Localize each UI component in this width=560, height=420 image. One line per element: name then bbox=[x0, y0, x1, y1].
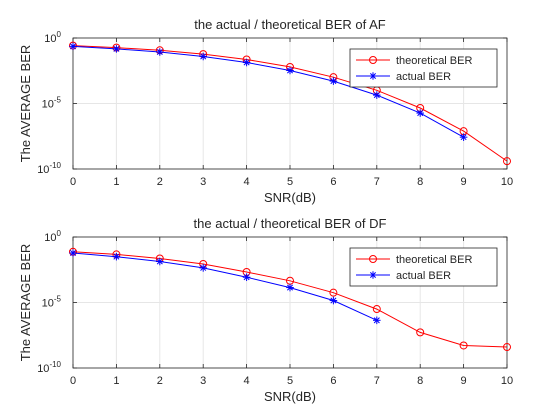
asterisk-stroke bbox=[330, 78, 337, 85]
series-actual-ber bbox=[69, 42, 468, 141]
asterisk-stroke bbox=[200, 53, 207, 60]
y-tick-label: 10-10 bbox=[37, 161, 61, 176]
asterisk-stroke bbox=[369, 72, 377, 80]
x-axis-label: SNR(dB) bbox=[264, 389, 316, 404]
asterisk-stroke bbox=[460, 134, 467, 141]
legend-label: theoretical BER bbox=[396, 254, 472, 266]
data-point bbox=[329, 288, 338, 297]
data-point bbox=[329, 77, 338, 85]
data-point bbox=[286, 283, 294, 292]
asterisk-stroke bbox=[373, 317, 380, 324]
data-point bbox=[69, 249, 77, 257]
data-point bbox=[372, 305, 381, 314]
asterisk-stroke bbox=[113, 253, 120, 260]
data-point bbox=[416, 328, 425, 337]
data-point bbox=[459, 133, 468, 141]
asterisk-stroke bbox=[369, 271, 377, 279]
y-axis-label: The AVERAGE BER bbox=[18, 45, 33, 163]
asterisk-stroke bbox=[156, 49, 163, 56]
data-point bbox=[459, 341, 468, 350]
legend-box bbox=[349, 48, 498, 88]
data-point bbox=[242, 273, 251, 282]
asterisk-stroke bbox=[69, 43, 77, 50]
data-point bbox=[286, 66, 294, 75]
x-axis-label: SNR(dB) bbox=[264, 190, 316, 205]
x-tick-label: 1 bbox=[113, 375, 119, 387]
legend: theoretical BER actual BER bbox=[349, 247, 498, 287]
data-point bbox=[416, 109, 424, 117]
data-point bbox=[156, 48, 164, 56]
legend-marker bbox=[369, 72, 377, 80]
x-tick-label: 9 bbox=[461, 176, 467, 188]
asterisk-stroke bbox=[330, 297, 337, 304]
data-point bbox=[373, 316, 381, 325]
asterisk-stroke bbox=[113, 45, 120, 52]
y-tick-label: 100 bbox=[44, 229, 61, 244]
y-tick-label: 10-10 bbox=[37, 360, 61, 375]
data-point bbox=[69, 42, 77, 51]
data-point bbox=[156, 257, 164, 266]
legend-box bbox=[349, 247, 498, 287]
data-point bbox=[373, 91, 381, 99]
legend-marker bbox=[369, 56, 377, 64]
x-tick-label: 0 bbox=[70, 375, 76, 387]
series-actual-ber bbox=[69, 249, 381, 325]
series-line bbox=[72, 252, 378, 321]
x-tick-label: 2 bbox=[157, 176, 163, 188]
x-tick-label: 5 bbox=[287, 176, 293, 188]
asterisk-stroke bbox=[286, 284, 294, 291]
data-point bbox=[503, 343, 511, 352]
data-point bbox=[242, 58, 251, 67]
x-tick-label: 0 bbox=[70, 176, 76, 188]
legend-label: actual BER bbox=[396, 270, 451, 282]
x-tick-label: 6 bbox=[330, 176, 336, 188]
chart-panel-1: 0 1 2 3 4 5 6 7 8 9 10 100 10-5 10-10 the actual / the… bbox=[18, 17, 513, 205]
chart-title: the actual / theoretical BER of AF bbox=[194, 17, 386, 32]
x-tick-label: 9 bbox=[461, 375, 467, 387]
x-tick-label: 1 bbox=[113, 176, 119, 188]
asterisk-stroke bbox=[373, 92, 380, 99]
x-tick-label: 4 bbox=[244, 375, 250, 387]
legend: theoretical BER actual BER bbox=[349, 48, 498, 88]
x-tick-label: 7 bbox=[374, 375, 380, 387]
data-point bbox=[112, 45, 121, 53]
x-tick-label: 2 bbox=[157, 375, 163, 387]
asterisk-stroke bbox=[243, 59, 250, 66]
x-tick-label: 10 bbox=[501, 375, 513, 387]
x-tick-label: 3 bbox=[200, 375, 206, 387]
legend-label: theoretical BER bbox=[396, 55, 472, 67]
y-axis-label: The AVERAGE BER bbox=[18, 244, 33, 362]
data-point bbox=[503, 157, 511, 166]
y-tick-label: 10-5 bbox=[42, 96, 62, 111]
data-point bbox=[329, 296, 338, 305]
y-tick-label: 10-5 bbox=[42, 295, 62, 310]
data-point bbox=[112, 252, 121, 261]
x-tick-label: 4 bbox=[244, 176, 250, 188]
series-line bbox=[72, 251, 508, 348]
asterisk-stroke bbox=[69, 249, 77, 256]
legend-marker bbox=[369, 271, 377, 279]
legend-marker bbox=[369, 255, 377, 263]
x-tick-label: 3 bbox=[200, 176, 206, 188]
x-tick-label: 8 bbox=[417, 375, 423, 387]
x-tick-label: 5 bbox=[287, 375, 293, 387]
x-tick-label: 6 bbox=[330, 375, 336, 387]
asterisk-stroke bbox=[286, 67, 294, 74]
chart-title: the actual / theoretical BER of DF bbox=[194, 216, 387, 231]
legend-label: actual BER bbox=[396, 71, 451, 83]
x-tick-label: 10 bbox=[501, 176, 513, 188]
data-point bbox=[199, 52, 207, 61]
x-tick-label: 7 bbox=[374, 176, 380, 188]
chart-panel-2: 0 1 2 3 4 5 6 7 8 9 10 100 10-5 10-10 the actual / the… bbox=[18, 216, 513, 404]
data-point bbox=[199, 264, 207, 272]
asterisk-stroke bbox=[156, 258, 163, 265]
y-tick-label: 100 bbox=[44, 30, 61, 45]
asterisk-stroke bbox=[243, 274, 250, 281]
series-line bbox=[72, 45, 464, 138]
asterisk-stroke bbox=[417, 110, 424, 117]
asterisk-stroke bbox=[200, 264, 207, 271]
x-tick-label: 8 bbox=[417, 176, 423, 188]
